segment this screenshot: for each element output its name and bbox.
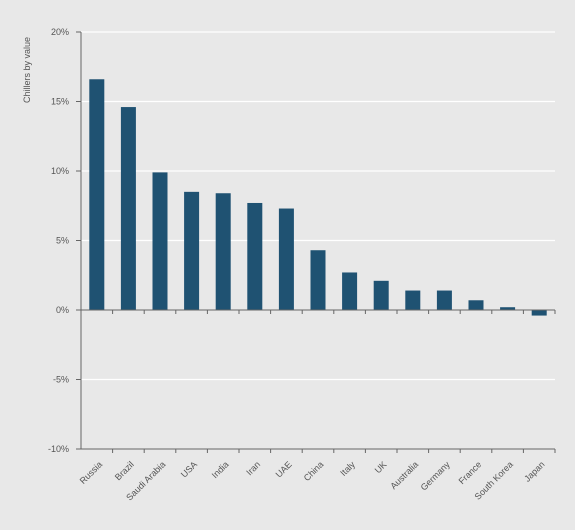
x-tick-label: Japan (522, 459, 546, 483)
x-tick-label: UAE (274, 459, 294, 479)
x-tick-label: France (457, 459, 484, 486)
bar-australia (405, 290, 421, 310)
bar-germany (436, 290, 452, 310)
bar-uk (373, 280, 389, 310)
x-tick-label: Germany (419, 459, 453, 493)
bar-italy (342, 272, 358, 310)
bar-india (215, 193, 231, 310)
x-tick-label: China (302, 459, 326, 483)
x-tick-label: Russia (78, 459, 105, 486)
x-tick-label: Italy (338, 459, 357, 478)
bar-china (310, 250, 326, 310)
y-tick-label: -10% (48, 444, 69, 454)
y-tick-label: 10% (51, 166, 69, 176)
x-tick-label: UK (373, 459, 389, 475)
y-tick-label: 15% (51, 97, 69, 107)
bar-south-korea (500, 307, 516, 310)
x-tick-label: USA (179, 459, 199, 479)
bar-saudi-arabia (152, 172, 168, 310)
x-tick-label: Australia (388, 459, 420, 491)
x-tick-label: Iran (244, 459, 262, 477)
axes (76, 31, 556, 453)
bar-japan (531, 310, 547, 316)
bar-uae (278, 208, 294, 310)
y-tick-label: 20% (51, 27, 69, 37)
y-tick-label: 5% (56, 236, 69, 246)
bar-iran (247, 202, 263, 310)
x-tick-label: Brazil (113, 459, 136, 482)
x-tick-label: India (210, 459, 231, 480)
bars (89, 79, 547, 316)
y-tick-label: -5% (53, 375, 69, 385)
bar-france (468, 300, 484, 310)
y-axis-label: Chillers by value (22, 37, 32, 103)
bar-russia (89, 79, 105, 310)
bar-usa (184, 191, 200, 310)
gridlines (81, 31, 555, 381)
y-tick-label: 0% (56, 305, 69, 315)
bar-brazil (120, 107, 136, 310)
